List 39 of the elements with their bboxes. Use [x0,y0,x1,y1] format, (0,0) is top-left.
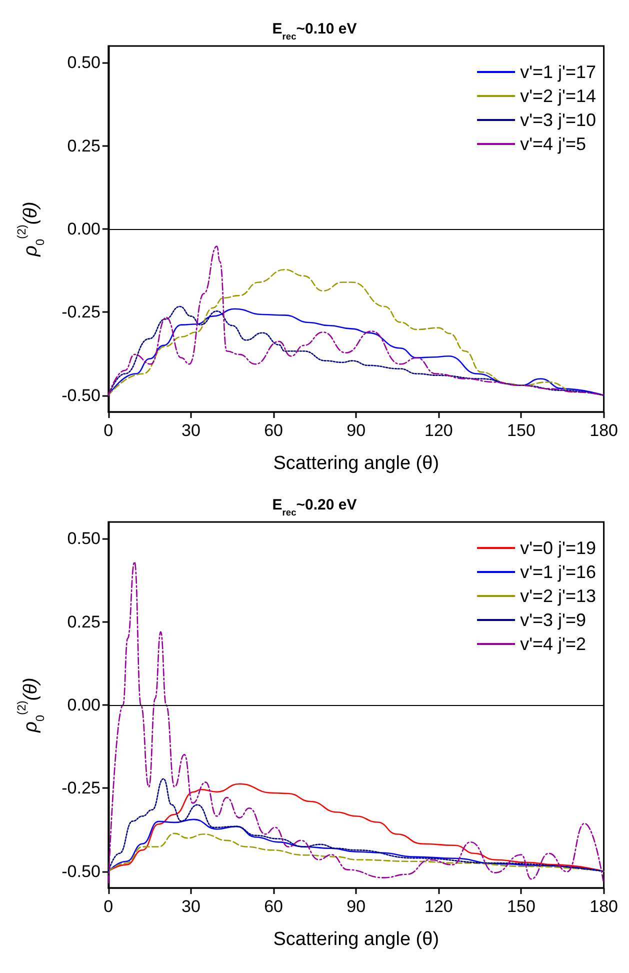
y-tick-label: -0.25 [62,302,100,322]
x-tick-label: 150 [507,421,536,440]
x-tick-label: 90 [346,421,366,440]
legend-label: v'=4 j'=5 [520,134,586,154]
y-tick-label: 0.25 [67,136,100,156]
x-tick-label: 0 [104,421,114,440]
y-axis-title: ρ0(2)(θ) [16,202,47,258]
x-axis-title: Scattering angle (θ) [273,453,440,474]
y-tick-label: -0.50 [62,862,100,881]
y-tick-label: 0.50 [67,53,100,72]
x-tick-label: 60 [264,421,283,440]
x-tick-label: 150 [507,897,536,916]
legend-label: v'=3 j'=10 [520,110,596,130]
x-tick-label: 120 [424,897,453,916]
x-tick-label: 30 [182,897,200,916]
x-tick-label: 30 [182,421,200,440]
x-axis-title: Scattering angle (θ) [273,929,440,950]
x-tick-label: 60 [264,897,283,916]
legend-label: v'=4 j'=2 [520,634,586,654]
line-series [108,832,604,872]
x-tick-label: 120 [424,421,453,440]
x-tick-label: 180 [590,897,618,916]
y-tick-label: 0.00 [67,220,100,238]
legend-label: v'=2 j'=13 [520,586,596,606]
legend-label: v'=0 j'=19 [520,538,596,558]
legend-label: v'=1 j'=16 [520,562,596,582]
y-tick-label: -0.25 [62,778,100,798]
y-tick-label: 0.00 [67,696,100,714]
x-tick-label: 180 [590,421,618,440]
legend-label: v'=3 j'=9 [520,610,586,630]
y-tick-label: 0.50 [67,529,100,548]
legend-label: v'=1 j'=17 [520,62,596,82]
x-tick-label: 90 [346,897,366,916]
y-tick-label: 0.25 [67,612,100,632]
y-tick-label: -0.50 [62,386,100,405]
line-series [108,246,604,396]
y-axis-title: ρ0(2)(θ) [16,678,47,734]
x-tick-label: 0 [104,897,114,916]
legend-label: v'=2 j'=14 [520,86,596,106]
